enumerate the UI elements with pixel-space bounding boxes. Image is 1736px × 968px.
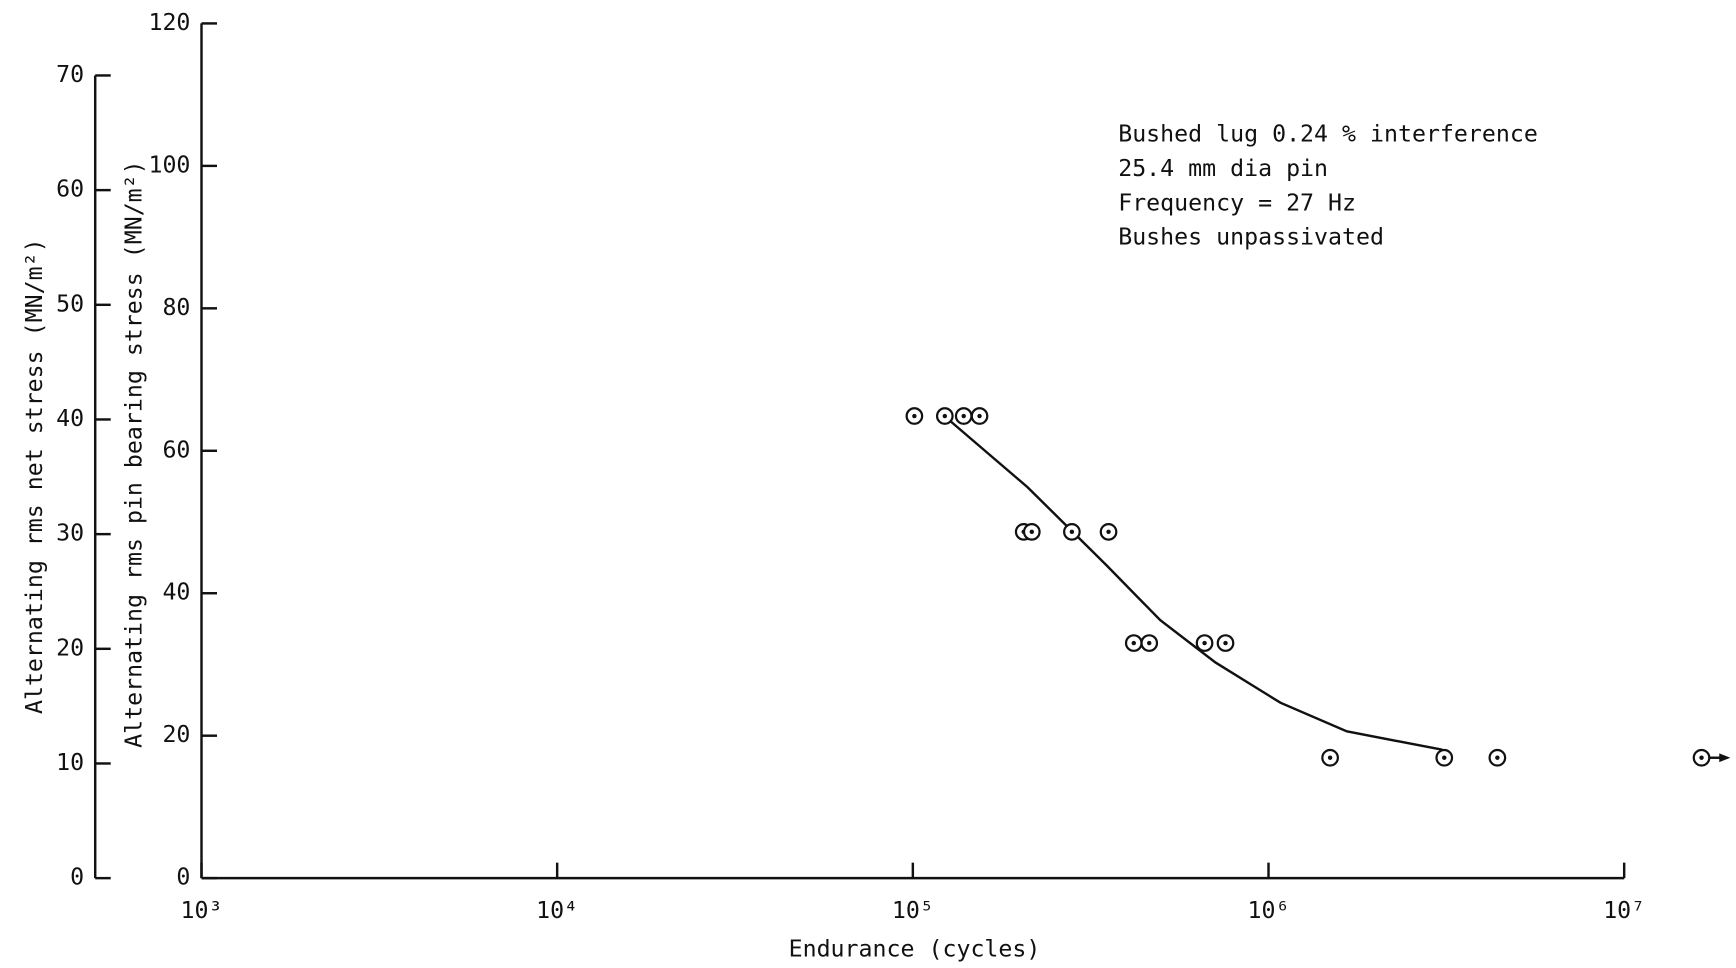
y-tick-label: 40 [56, 405, 84, 432]
y-tick-label: 20 [56, 634, 84, 661]
y-tick-label: 0 [70, 864, 84, 891]
x-axis-label: Endurance (cycles) [789, 936, 1041, 963]
y-tick-label: 50 [56, 290, 84, 317]
data-point [905, 407, 924, 425]
y2-tick-label: 120 [148, 9, 190, 36]
y2-tick-label: 60 [162, 436, 190, 463]
annotation: Frequency = 27 Hz [1118, 189, 1356, 216]
x-tick-label: 10⁵ [892, 897, 934, 924]
y-tick-label: 10 [56, 749, 84, 776]
data-point [1488, 748, 1507, 767]
data-point [954, 407, 973, 425]
data-point [1321, 748, 1339, 767]
data-point [1216, 634, 1235, 652]
y-tick-label: 60 [56, 176, 84, 203]
data-point [1140, 634, 1159, 652]
data-point [1099, 522, 1118, 541]
x-tick-label: 10⁶ [1248, 897, 1290, 924]
data-point [1063, 522, 1081, 541]
x-tick-label: 10⁴ [536, 897, 578, 924]
annotation: Bushed lug 0.24 % interference [1118, 121, 1538, 148]
x-tick-label: 10⁷ [1603, 897, 1645, 924]
data-point [1435, 748, 1454, 767]
y2-tick-label: 100 [148, 151, 190, 178]
y2-axis-label: Alternating rms pin bearing stress (MN/m… [121, 160, 148, 748]
data-point [1022, 522, 1041, 541]
x-tick-label: 10³ [181, 897, 223, 924]
annotation: Bushes unpassivated [1118, 224, 1384, 251]
data-point [1195, 634, 1214, 652]
y2-tick-label: 20 [162, 721, 190, 748]
data-point [1692, 748, 1711, 767]
y-axis-label: Alternating rms net stress (MN/m²) [21, 238, 48, 714]
data-point [1124, 634, 1143, 652]
runout-arrowhead [1719, 753, 1731, 763]
annotation: 25.4 mm dia pin [1118, 155, 1328, 182]
y-tick-label: 30 [56, 520, 84, 547]
data-point [970, 407, 989, 425]
fit-curve [948, 419, 1443, 751]
y2-tick-label: 0 [176, 864, 190, 891]
y2-tick-label: 80 [162, 294, 190, 321]
data-point [935, 407, 954, 425]
y-tick-label: 70 [56, 61, 84, 88]
y2-tick-label: 40 [162, 579, 190, 606]
